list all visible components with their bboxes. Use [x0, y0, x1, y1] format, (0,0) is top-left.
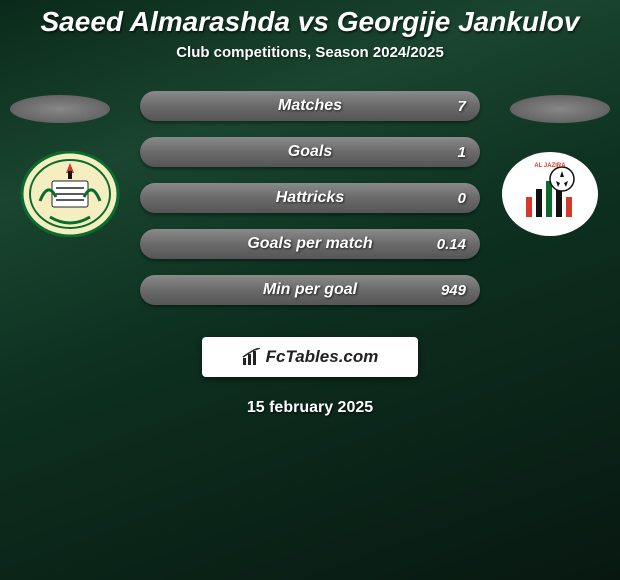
- player-left-placeholder: [10, 95, 110, 123]
- stat-right-value: 1: [458, 144, 466, 161]
- page-title: Saeed Almarashda vs Georgije Jankulov: [0, 0, 620, 38]
- brand-box[interactable]: FcTables.com: [202, 337, 418, 377]
- stat-label: Goals: [140, 143, 480, 161]
- stat-right-value: 0.14: [437, 236, 466, 253]
- stat-rows: Matches 7 Goals 1 Hattricks 0 Goals per …: [140, 91, 480, 321]
- brand-label: FcTables.com: [266, 347, 379, 367]
- club-badge-left: [20, 151, 120, 237]
- stat-label: Matches: [140, 97, 480, 115]
- comparison-arena: AL JAZIRA Matches 7 Goals 1 Hattricks 0 …: [0, 91, 620, 321]
- player-right-placeholder: [510, 95, 610, 123]
- stat-right-value: 949: [441, 282, 466, 299]
- stat-label: Hattricks: [140, 189, 480, 207]
- stat-right-value: 7: [458, 98, 466, 115]
- brand-text: FcTables.com: [242, 347, 379, 367]
- stat-right-value: 0: [458, 190, 466, 207]
- stat-label: Goals per match: [140, 235, 480, 253]
- svg-text:AL JAZIRA: AL JAZIRA: [534, 163, 566, 169]
- date-label: 15 february 2025: [0, 399, 620, 417]
- stat-row-matches: Matches 7: [140, 91, 480, 121]
- club-badge-right-icon: AL JAZIRA: [500, 151, 600, 237]
- subtitle: Club competitions, Season 2024/2025: [0, 44, 620, 61]
- club-badge-left-icon: [20, 151, 120, 237]
- bar-chart-icon: [242, 348, 262, 366]
- stat-row-goals-per-match: Goals per match 0.14: [140, 229, 480, 259]
- stat-label: Min per goal: [140, 281, 480, 299]
- stat-row-goals: Goals 1: [140, 137, 480, 167]
- stat-row-hattricks: Hattricks 0: [140, 183, 480, 213]
- stat-row-min-per-goal: Min per goal 949: [140, 275, 480, 305]
- club-badge-right: AL JAZIRA: [500, 151, 600, 237]
